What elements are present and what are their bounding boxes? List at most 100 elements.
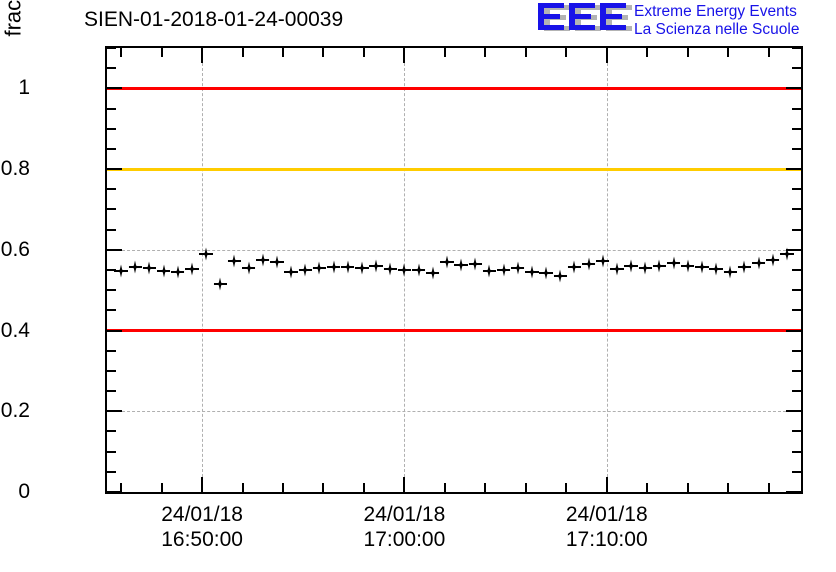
x-axis-major-tick bbox=[201, 477, 204, 492]
y-axis-minor-tick bbox=[792, 208, 801, 211]
y-axis-minor-tick bbox=[792, 390, 801, 393]
data-point-marker bbox=[412, 263, 426, 277]
y-axis-minor-tick bbox=[792, 430, 801, 433]
y-axis-major-tick bbox=[107, 410, 122, 413]
data-point-marker bbox=[355, 261, 369, 275]
eee-logo-line1: Extreme Energy Events bbox=[634, 3, 797, 20]
x-axis-minor-tick bbox=[484, 48, 487, 57]
x-axis-tick-label-date: 24/01/18 bbox=[161, 503, 243, 526]
y-axis-minor-tick bbox=[792, 269, 801, 271]
y-axis-minor-tick bbox=[792, 188, 801, 191]
y-axis-minor-tick bbox=[107, 289, 116, 292]
y-axis-minor-tick bbox=[107, 107, 116, 110]
data-point-marker bbox=[638, 261, 652, 275]
x-axis-minor-tick bbox=[646, 483, 649, 492]
data-point-marker bbox=[312, 261, 326, 275]
y-axis-major-tick bbox=[107, 491, 122, 492]
y-axis-tick-label: 1 bbox=[18, 76, 30, 100]
data-point-marker bbox=[185, 262, 199, 276]
y-axis-minor-tick bbox=[792, 349, 801, 352]
x-axis-minor-tick bbox=[524, 48, 527, 57]
y-axis-minor-tick bbox=[107, 309, 116, 312]
y-axis-minor-tick bbox=[107, 188, 116, 191]
data-point-marker bbox=[454, 258, 468, 272]
x-axis-minor-tick bbox=[160, 483, 163, 492]
y-gridline bbox=[107, 411, 801, 413]
y-axis-minor-tick bbox=[792, 289, 801, 292]
data-point-marker bbox=[114, 264, 128, 278]
y-axis-minor-tick bbox=[107, 470, 116, 473]
y-axis-minor-tick bbox=[107, 349, 116, 352]
x-axis-major-tick bbox=[605, 477, 608, 492]
x-axis-minor-tick bbox=[362, 483, 365, 492]
x-axis-minor-tick bbox=[524, 483, 527, 492]
y-axis-minor-tick bbox=[792, 48, 801, 49]
x-axis-tick-label-time: 17:00:00 bbox=[363, 528, 446, 551]
data-point-marker bbox=[681, 259, 695, 273]
plot-canvas bbox=[107, 48, 801, 492]
y-axis-minor-tick bbox=[107, 127, 116, 130]
x-axis-minor-tick bbox=[322, 483, 325, 492]
y-axis-minor-tick bbox=[792, 67, 801, 70]
x-axis-minor-tick bbox=[362, 48, 365, 57]
data-point-marker bbox=[482, 264, 496, 278]
data-point-marker bbox=[695, 260, 709, 274]
data-point-marker bbox=[737, 260, 751, 274]
data-point-marker bbox=[766, 253, 780, 267]
data-point-marker bbox=[227, 254, 241, 268]
data-point-marker bbox=[284, 265, 298, 279]
x-axis-minor-tick bbox=[241, 483, 244, 492]
y-axis-minor-tick bbox=[107, 228, 116, 231]
data-point-marker bbox=[171, 265, 185, 279]
data-point-marker bbox=[128, 260, 142, 274]
data-point-marker bbox=[582, 257, 596, 271]
y-axis-minor-tick bbox=[792, 147, 801, 150]
y-axis-minor-tick bbox=[107, 208, 116, 211]
data-point-marker bbox=[596, 254, 610, 268]
y-axis-minor-tick bbox=[107, 450, 116, 453]
data-point-marker bbox=[440, 255, 454, 269]
upper-red-threshold bbox=[107, 86, 801, 90]
data-point-marker bbox=[327, 260, 341, 274]
data-point-marker bbox=[567, 260, 581, 274]
data-point-marker bbox=[270, 255, 284, 269]
x-axis-minor-tick bbox=[767, 48, 770, 57]
y-axis-minor-tick bbox=[107, 269, 116, 271]
data-point-marker bbox=[553, 269, 567, 283]
y-axis-minor-tick bbox=[792, 369, 801, 372]
y-axis-title-pre: fraction of events with X bbox=[0, 0, 25, 37]
x-axis-tick-label-time: 16:50:00 bbox=[161, 528, 243, 551]
x-axis-tick-label-date: 24/01/18 bbox=[565, 503, 648, 526]
data-point-marker bbox=[667, 256, 681, 270]
data-point-marker bbox=[752, 256, 765, 270]
x-axis-minor-tick bbox=[565, 48, 568, 57]
x-axis-minor-tick bbox=[120, 483, 123, 492]
y-axis-minor-tick bbox=[792, 228, 801, 231]
y-axis-major-tick bbox=[786, 168, 801, 171]
eee-logo-line2: La Scienza nelle Scuole bbox=[634, 20, 800, 38]
y-axis-major-tick bbox=[107, 87, 122, 90]
y-axis-tick-label: 0 bbox=[18, 480, 30, 503]
x-axis-minor-tick bbox=[282, 483, 285, 492]
x-axis-major-tick bbox=[403, 48, 406, 63]
plot-area bbox=[105, 46, 803, 494]
y-axis-tick-label: 0.6 bbox=[0, 237, 30, 261]
data-point-marker bbox=[468, 257, 482, 271]
data-point-marker bbox=[213, 277, 227, 291]
data-point-marker bbox=[256, 253, 270, 267]
data-point-marker bbox=[652, 259, 666, 273]
x-axis-minor-tick bbox=[322, 48, 325, 57]
x-axis-tick-label-date: 24/01/18 bbox=[363, 503, 446, 526]
x-axis-minor-tick bbox=[241, 48, 244, 57]
data-point-marker bbox=[511, 261, 525, 275]
x-axis-minor-tick bbox=[686, 483, 689, 492]
eee-logo-text: Extreme Energy Events La Scienza nelle S… bbox=[634, 3, 799, 38]
y-axis-major-tick bbox=[107, 329, 122, 332]
x-axis-tick-label: 24/01/18 16:50:00 bbox=[161, 502, 243, 552]
data-point-marker bbox=[298, 263, 312, 277]
x-axis-tick-label: 24/01/18 17:00:00 bbox=[364, 502, 446, 552]
eee-logo: Extreme Energy Events La Scienza nelle S… bbox=[536, 1, 836, 43]
x-axis-minor-tick bbox=[646, 48, 649, 57]
x-axis-minor-tick bbox=[484, 483, 487, 492]
